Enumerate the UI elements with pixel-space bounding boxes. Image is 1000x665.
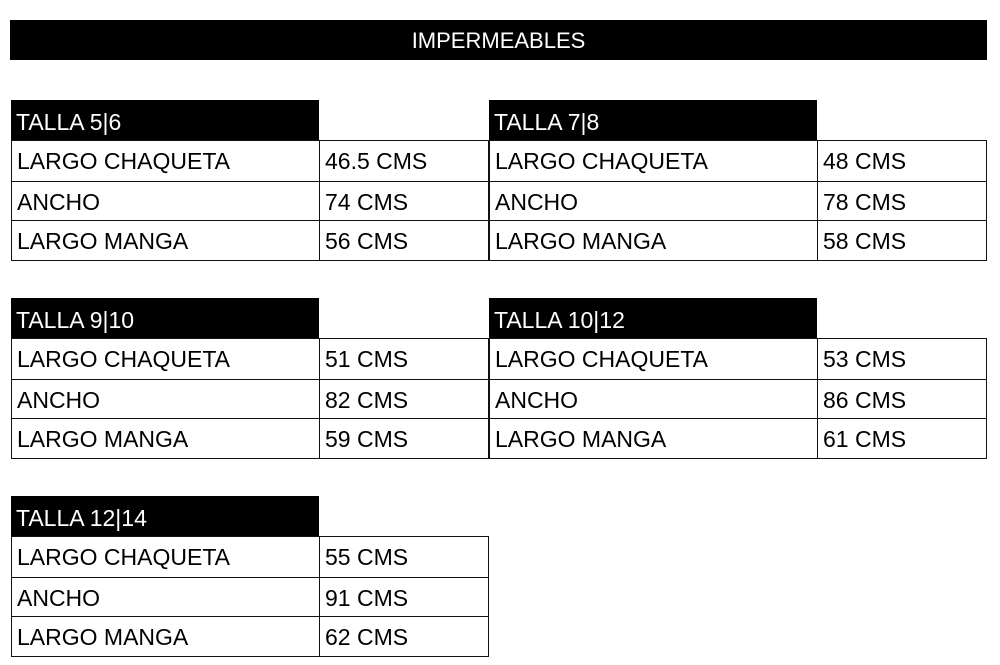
measurements-grid: LARGO CHAQUETA 46.5 CMS ANCHO 74 CMS LARGO M… [11,140,489,261]
measurement-label: LARGO MANGA [12,221,320,260]
measurement-label: LARGO CHAQUETA [12,537,320,577]
table-row: LARGO CHAQUETA 53 CMS [490,339,986,379]
measurement-label: ANCHO [490,379,818,418]
measurement-label: LARGO MANGA [490,221,818,260]
measurement-value: 55 CMS [325,544,409,570]
measurement-value: 56 CMS [325,228,409,254]
measurement-value: 82 CMS [325,386,409,413]
table-row: ANCHO 86 CMS [490,378,986,418]
table-row: LARGO CHAQUETA 51 CMS [12,339,488,379]
table-row: ANCHO 91 CMS [12,576,488,616]
table-row: LARGO CHAQUETA 48 CMS [490,141,986,181]
measurement-label: LARGO CHAQUETA [490,339,818,379]
measurement-value: 59 CMS [325,426,409,452]
measurements-grid: LARGO CHAQUETA 55 CMS ANCHO 91 CMS LARGO MAN… [11,536,489,657]
table-row: LARGO CHAQUETA 46.5 CMS [12,141,488,181]
measurement-label: LARGO MANGA [12,419,320,458]
table-row: LARGO MANGA 61 CMS [490,418,986,458]
measurement-label: ANCHO [12,577,320,616]
measurement-label: LARGO MANGA [490,419,818,458]
measurement-value: 61 CMS [823,426,907,452]
size-header: TALLA 7|8 [489,100,817,140]
measurement-value: 91 CMS [325,584,409,611]
measurement-value: 53 CMS [823,346,907,372]
size-header: TALLA 9|10 [11,298,319,338]
table-row: LARGO MANGA 59 CMS [12,418,488,458]
measurement-label: LARGO CHAQUETA [12,141,320,181]
page-title: IMPERMEABLES [10,20,987,60]
measurement-label: LARGO CHAQUETA [490,141,818,181]
measurements-grid: LARGO CHAQUETA 51 CMS ANCHO 82 CMS LARGO MAN… [11,338,489,459]
measurement-label: ANCHO [12,379,320,418]
measurement-label: LARGO MANGA [12,617,320,656]
measurement-value: 86 CMS [823,386,907,413]
measurement-value: 46.5 CMS [325,148,428,174]
table-row: ANCHO 74 CMS [12,180,488,220]
size-header: TALLA 10|12 [489,298,817,338]
measurement-value: 78 CMS [823,188,907,215]
measurement-value: 58 CMS [823,228,907,254]
measurement-label: LARGO CHAQUETA [12,339,320,379]
measurement-value: 48 CMS [823,148,907,174]
table-row: ANCHO 82 CMS [12,378,488,418]
measurement-value: 74 CMS [325,188,409,215]
size-header: TALLA 5|6 [11,100,319,140]
measurement-value: 62 CMS [325,624,409,650]
measurement-value: 51 CMS [325,346,409,372]
measurements-grid: LARGO CHAQUETA 48 CMS ANCHO 78 CMS LARGO MAN… [489,140,987,261]
table-row: LARGO CHAQUETA 55 CMS [12,537,488,577]
measurement-label: ANCHO [12,181,320,220]
size-header: TALLA 12|14 [11,496,319,536]
table-row: LARGO MANGA 56 CMS [12,220,488,260]
table-row: ANCHO 78 CMS [490,180,986,220]
table-row: LARGO MANGA 58 CMS [490,220,986,260]
measurement-label: ANCHO [490,181,818,220]
table-row: LARGO MANGA 62 CMS [12,616,488,656]
measurements-grid: LARGO CHAQUETA 53 CMS ANCHO 86 CMS LARGO MAN… [489,338,987,459]
